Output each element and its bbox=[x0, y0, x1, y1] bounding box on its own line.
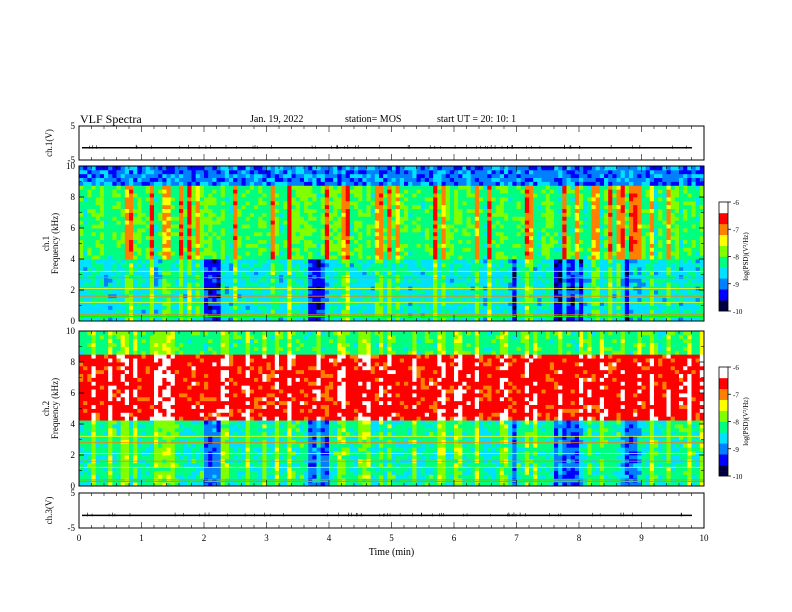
colorbar-label: log(PSD)(V²/Hz) bbox=[742, 232, 750, 281]
panel-3: -6 -7 -8 -9 -10 log(PSD)(V²/Hz) 0 2 4 6 8 10 ch.2 Fre… bbox=[41, 326, 750, 491]
y-axis-label: ch.3(V) bbox=[44, 497, 54, 525]
x-tick-label: 8 bbox=[577, 533, 582, 543]
colorbar-tick-label: -10 bbox=[733, 308, 743, 316]
x-tick-label: 0 bbox=[77, 533, 82, 543]
y-tick-label: 8 bbox=[71, 192, 76, 202]
date-label: Jan. 19, 2022 bbox=[250, 114, 304, 125]
colorbar-tick-label: -7 bbox=[733, 391, 739, 399]
y-tick-label: 2 bbox=[71, 450, 76, 460]
colorbar-tick-label: -8 bbox=[733, 254, 739, 262]
colorbar-tick-label: -7 bbox=[733, 226, 739, 234]
x-tick-label: 7 bbox=[514, 533, 519, 543]
colorbar-tick-label: -8 bbox=[733, 419, 739, 427]
y-tick-label: 5 bbox=[71, 121, 76, 131]
y-axis-label-channel: ch.1 bbox=[41, 236, 51, 251]
colorbar-tick-label: -10 bbox=[733, 473, 743, 481]
colorbar-tick-label: -6 bbox=[733, 199, 739, 207]
spectrogram-ch2 bbox=[79, 331, 705, 487]
y-tick-label: 2 bbox=[71, 285, 76, 295]
x-axis-label: Time (min) bbox=[369, 547, 414, 558]
y-axis-label-channel: ch.2 bbox=[41, 401, 51, 416]
x-tick-label: 9 bbox=[639, 533, 644, 543]
station-label: station= MOS bbox=[345, 114, 402, 125]
panel-4: 5 -5 ch.3(V) 0 1 2 3 4 5 6 7 8 9 10 Time (min) bbox=[44, 488, 709, 558]
y-tick-label: -5 bbox=[68, 523, 76, 533]
x-tick-label: 3 bbox=[264, 533, 269, 543]
y-tick-label: 4 bbox=[71, 254, 76, 264]
y-tick-label: 10 bbox=[66, 161, 76, 171]
y-tick-label: 4 bbox=[71, 419, 76, 429]
panel-1: 5 -5 ch.1(V) bbox=[44, 121, 705, 165]
colorbar-tick-label: -9 bbox=[733, 446, 739, 454]
y-axis-label-frequency: Frequency (kHz) bbox=[50, 213, 60, 274]
y-axis-label: ch.1(V) bbox=[44, 129, 54, 157]
figure-title: VLF Spectra bbox=[80, 112, 142, 126]
y-tick-label: 10 bbox=[66, 326, 76, 336]
colorbar-tick-label: -9 bbox=[733, 281, 739, 289]
y-tick-label: 8 bbox=[71, 357, 76, 367]
y-tick-label: 6 bbox=[71, 388, 76, 398]
colorbar-ch2: -6 -7 -8 -9 -10 log(PSD)(V²/Hz) bbox=[718, 364, 750, 481]
x-tick-label: 5 bbox=[389, 533, 394, 543]
y-tick-label: -5 bbox=[68, 155, 76, 165]
x-tick-label: 10 bbox=[700, 533, 710, 543]
panel-2: -6 -7 -8 -9 -10 log(PSD)(V²/Hz) 0 2 4 6 8 10 ch.1 Fre… bbox=[41, 161, 750, 326]
colorbar-label: log(PSD)(V²/Hz) bbox=[742, 397, 750, 446]
start-time-label: start UT = 20: 10: 1 bbox=[437, 114, 517, 125]
colorbar-tick-label: -6 bbox=[733, 364, 739, 372]
x-tick-label: 6 bbox=[452, 533, 457, 543]
y-axis-label-frequency: Frequency (kHz) bbox=[50, 378, 60, 439]
y-tick-label: 0 bbox=[71, 316, 76, 326]
x-tick-label: 2 bbox=[202, 533, 207, 543]
y-tick-label: 6 bbox=[71, 223, 76, 233]
spectrogram-ch1 bbox=[79, 166, 705, 322]
x-tick-label: 1 bbox=[139, 533, 144, 543]
colorbar-ch1: -6 -7 -8 -9 -10 log(PSD)(V²/Hz) bbox=[718, 199, 750, 316]
y-tick-label: 5 bbox=[71, 488, 76, 498]
y-tick-label: 0 bbox=[71, 481, 76, 491]
x-tick-label: 4 bbox=[327, 533, 332, 543]
